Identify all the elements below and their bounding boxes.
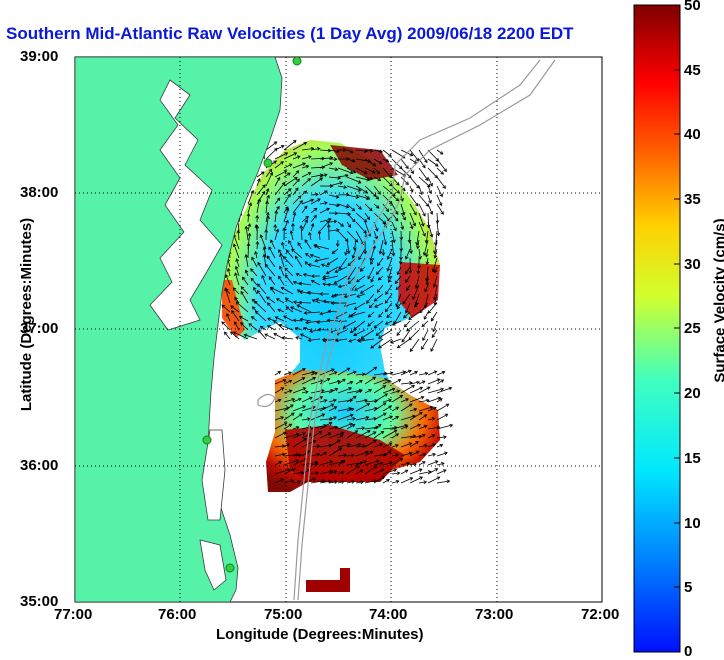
y-axis-label: Latitude (Degrees:Minutes) xyxy=(18,218,35,411)
x-axis-label: Longitude (Degrees:Minutes) xyxy=(216,626,424,643)
colorbar xyxy=(634,5,680,652)
x-tick-label: 72:00 xyxy=(581,606,619,623)
colorbar-tick-label: 20 xyxy=(684,385,701,402)
colorbar-tick-label: 50 xyxy=(684,0,701,14)
colorbar-tick-label: 10 xyxy=(684,515,701,532)
colorbar-tick-label: 45 xyxy=(684,62,701,79)
y-tick-label: 38:00 xyxy=(20,184,58,201)
colorbar-label: Surface Velocity (cm/s) xyxy=(712,218,724,382)
y-tick-label: 39:00 xyxy=(20,48,58,65)
x-tick-label: 75:00 xyxy=(264,606,302,623)
x-tick-label: 74:00 xyxy=(369,606,407,623)
current-vector xyxy=(299,303,311,304)
colorbar-tick-label: 5 xyxy=(684,579,692,596)
x-tick-label: 76:00 xyxy=(158,606,196,623)
colorbar-tick-label: 0 xyxy=(684,643,692,660)
current-vector xyxy=(328,285,338,286)
colorbar-tick-label: 40 xyxy=(684,126,701,143)
y-tick-label: 35:00 xyxy=(20,593,58,610)
y-tick-label: 36:00 xyxy=(20,457,58,474)
x-tick-label: 77:00 xyxy=(54,606,92,623)
x-tick-label: 73:00 xyxy=(475,606,513,623)
colorbar-tick-label: 30 xyxy=(684,256,701,273)
colorbar-tick-label: 15 xyxy=(684,450,701,467)
colorbar-tick-label: 35 xyxy=(684,191,701,208)
colorbar-tick-label: 25 xyxy=(684,320,701,337)
